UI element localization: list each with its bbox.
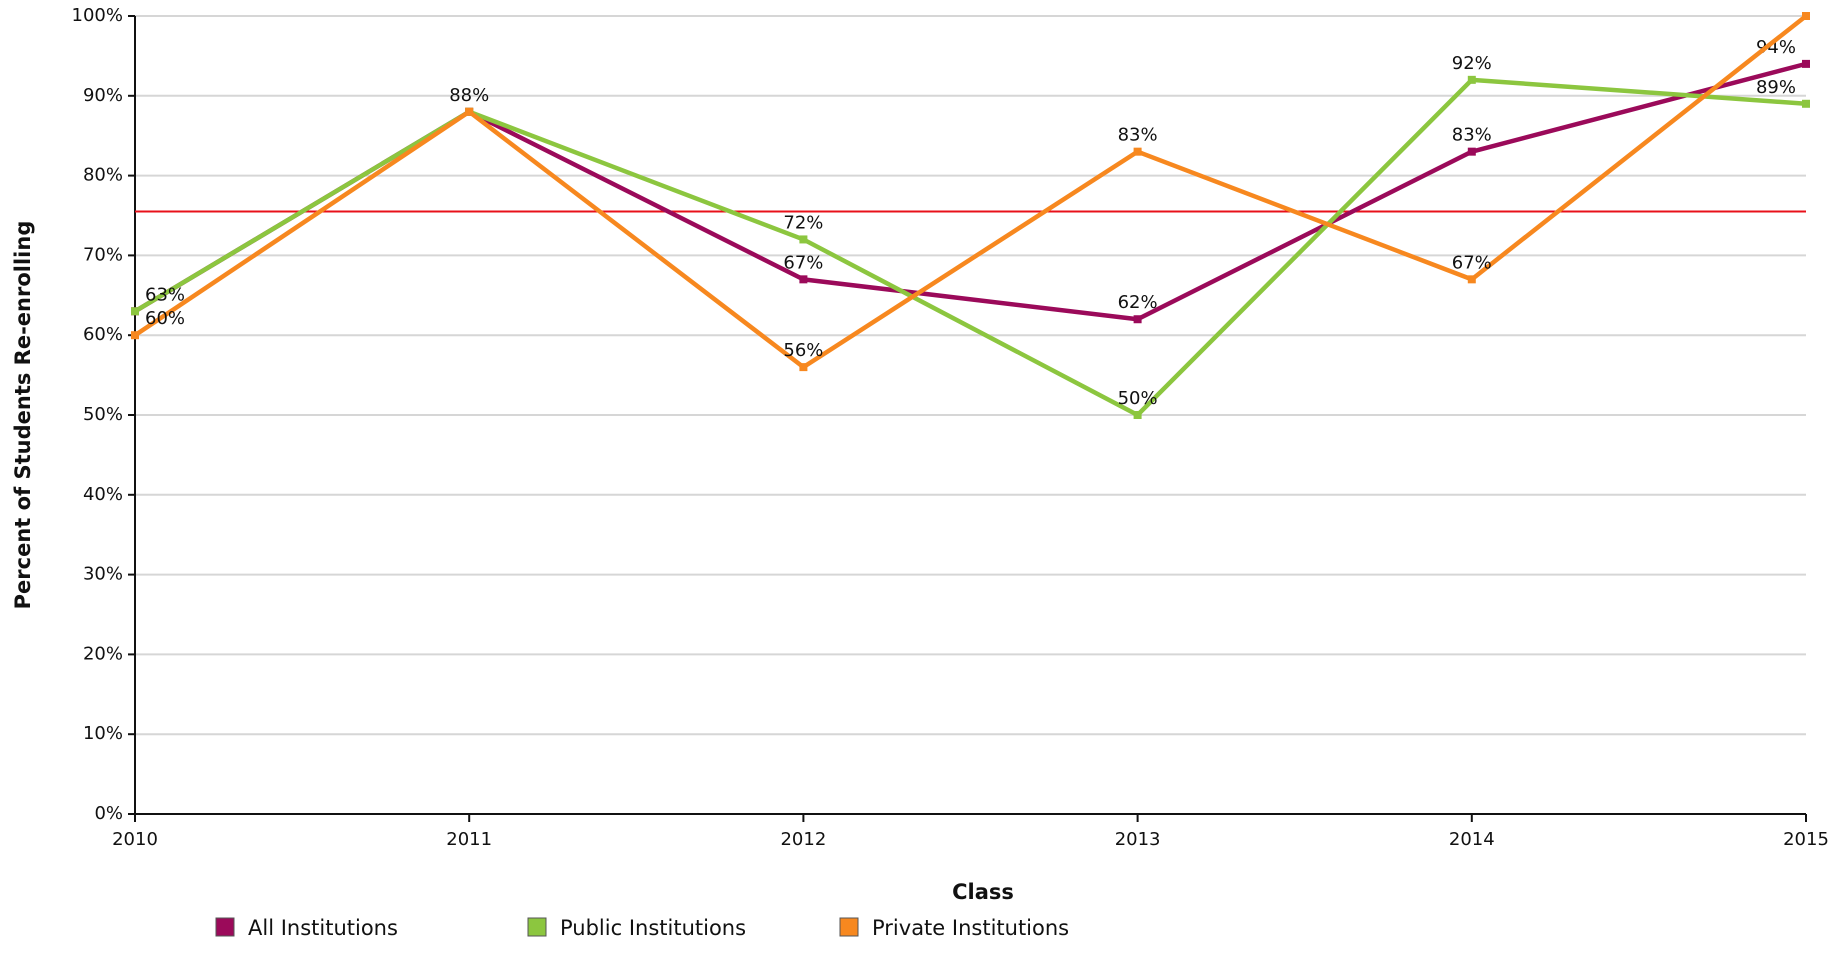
point-marker (799, 275, 808, 284)
data-label: 67% (783, 252, 823, 273)
data-label: 72% (783, 212, 823, 233)
legend-swatch (527, 917, 547, 937)
x-axis-title: Class (952, 880, 1014, 904)
data-label: 94% (1756, 37, 1796, 58)
y-tick-label: 30% (83, 564, 123, 585)
point-marker (131, 331, 139, 340)
series-line (133, 61, 1807, 322)
point-marker (1467, 75, 1476, 84)
point-marker (465, 107, 474, 116)
data-label: 83% (1452, 125, 1492, 146)
series-line (133, 14, 1808, 370)
data-label: 83% (1118, 125, 1158, 146)
x-tick-label: 2011 (446, 829, 492, 850)
x-tick-label: 2012 (780, 829, 826, 850)
y-tick-label: 60% (83, 324, 123, 345)
y-tick-label: 80% (83, 165, 123, 186)
x-tick-label: 2013 (1115, 829, 1161, 850)
y-tick-label: 0% (94, 803, 123, 824)
data-label: 62% (1118, 292, 1158, 313)
legend-swatch (839, 917, 859, 937)
y-axis-title: Percent of Students Re-enrolling (11, 221, 35, 610)
y-tick-label: 40% (83, 484, 123, 505)
x-tick-label: 2014 (1449, 829, 1495, 850)
point-marker (1133, 147, 1142, 156)
point-marker (1133, 315, 1142, 324)
y-tick-label: 70% (83, 244, 123, 265)
data-label: 50% (1118, 388, 1158, 409)
point-marker (799, 235, 808, 244)
series-line (133, 77, 1807, 418)
data-label: 92% (1452, 53, 1492, 74)
y-tick-label: 20% (83, 643, 123, 664)
point-marker (1133, 411, 1142, 419)
data-label: 60% (145, 308, 185, 329)
data-label: 56% (783, 340, 823, 361)
point-marker (1802, 59, 1810, 68)
point-marker (1467, 275, 1476, 284)
point-marker (131, 307, 139, 316)
data-label: 67% (1452, 252, 1492, 273)
x-tick-label: 2015 (1783, 829, 1829, 850)
y-tick-label: 90% (83, 85, 123, 106)
y-tick-label: 10% (83, 723, 123, 744)
legend-text: Private Institutions (872, 916, 1069, 940)
point-marker (1802, 12, 1810, 20)
point-marker (1802, 99, 1810, 108)
legend-swatch (215, 917, 235, 937)
legend-text: All Institutions (248, 916, 398, 940)
x-tick-label: 2010 (112, 829, 158, 850)
data-label: 89% (1756, 77, 1796, 98)
legend-text: Public Institutions (560, 916, 746, 940)
y-tick-label: 100% (72, 5, 123, 26)
y-tick-label: 50% (83, 404, 123, 425)
point-marker (799, 363, 808, 372)
data-label: 88% (449, 85, 489, 106)
point-marker (1467, 147, 1476, 156)
data-label: 63% (145, 284, 185, 305)
